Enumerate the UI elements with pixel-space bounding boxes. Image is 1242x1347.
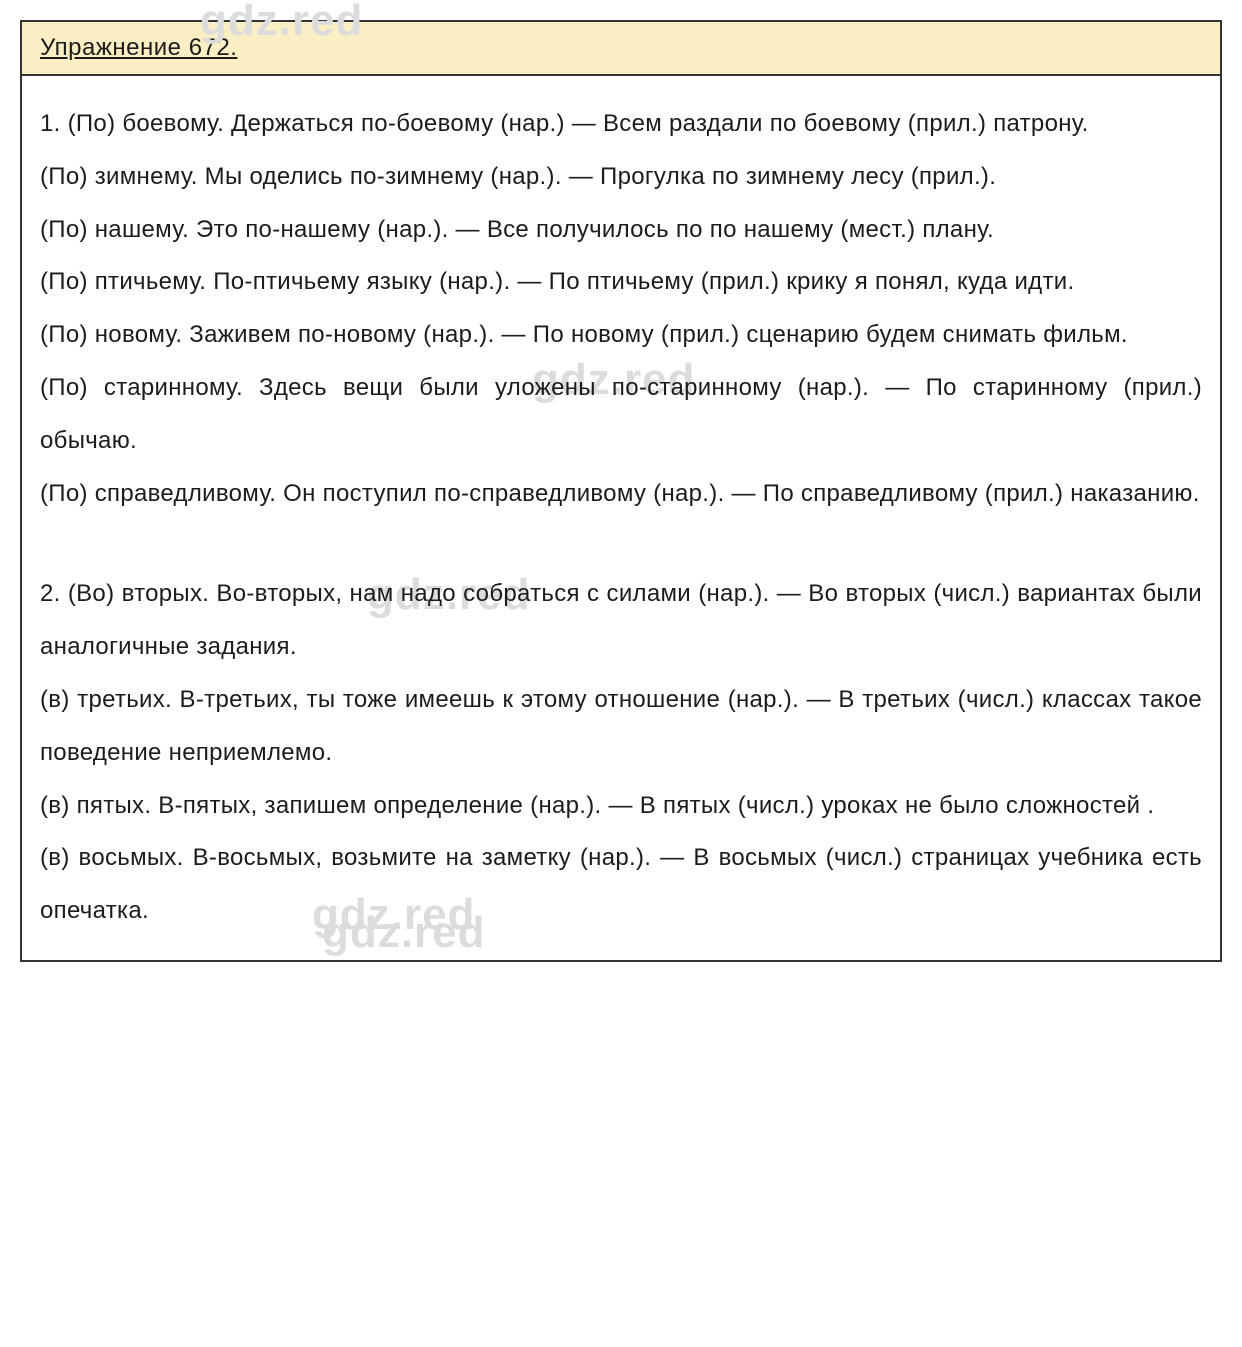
exercise-container: Упражнение 672. gdz.red gdz.red gdz.red …: [20, 20, 1222, 962]
section1-para1: 1. (По) боевому. Держаться по-боевому (н…: [40, 98, 1202, 151]
section1-para3: (По) нашему. Это по-нашему (нар.). — Все…: [40, 204, 1202, 257]
content-layer: 1. (По) боевому. Держаться по-боевому (н…: [40, 98, 1202, 938]
section2-para1: 2. (Во) вторых. Во-вторых, нам надо собр…: [40, 568, 1202, 674]
section2-para2: (в) третьих. В-третьих, ты тоже имеешь к…: [40, 674, 1202, 780]
section1-para5: (По) новому. Заживем по-новому (нар.). —…: [40, 309, 1202, 362]
section1-para6: (По) старинному. Здесь вещи были уложены…: [40, 362, 1202, 468]
section2-para3: (в) пятых. В-пятых, запишем определение …: [40, 780, 1202, 833]
exercise-body: gdz.red gdz.red gdz.red gdz.red 1. (По) …: [22, 76, 1220, 960]
section1-para7: (По) справедливому. Он поступил по-справ…: [40, 468, 1202, 521]
section1-para4: (По) птичьему. По-птичьему языку (нар.).…: [40, 256, 1202, 309]
section1-para2: (По) зимнему. Мы оделись по-зимнему (нар…: [40, 151, 1202, 204]
exercise-title: Упражнение 672.: [40, 34, 237, 61]
exercise-header: Упражнение 672.: [22, 22, 1220, 76]
section2-para4: (в) восьмых. В-восьмых, возьмите на заме…: [40, 832, 1202, 938]
